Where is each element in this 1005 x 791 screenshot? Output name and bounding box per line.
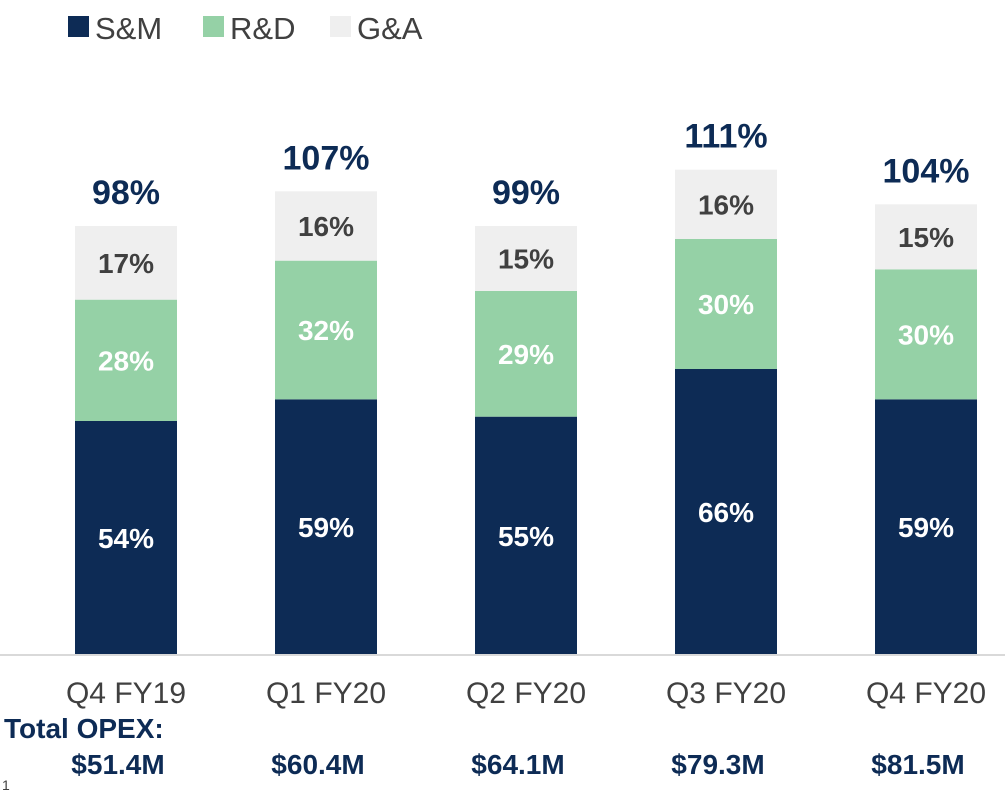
- total-label-4: 111%: [684, 118, 767, 156]
- x-tick-label: Q4 FY19: [66, 677, 186, 710]
- bars: 54% 28% 17% 98% 59% 32% 16% 107% 55% 29% 15% 99% 66%…: [75, 118, 977, 655]
- bar-s-m-1: [75, 421, 177, 655]
- data-label-g-a-1: 17%: [98, 248, 154, 279]
- data-label-g-a-4: 16%: [698, 189, 754, 220]
- total-opex-value-1: $51.4M: [71, 749, 164, 780]
- legend-swatch-s-m: [68, 16, 89, 37]
- x-tick-label: Q2 FY20: [466, 677, 586, 710]
- total-label-1: 98%: [92, 174, 160, 212]
- x-tick-label: Q1 FY20: [266, 677, 386, 710]
- data-label-s-m-4: 66%: [698, 497, 754, 528]
- total-opex-value-4: $79.3M: [671, 749, 764, 780]
- data-label-g-a-2: 16%: [298, 211, 354, 242]
- total-opex-value-5: $81.5M: [871, 749, 964, 780]
- bar-r-d-1: [75, 299, 177, 421]
- x-tick-label: Q4 FY20: [866, 677, 986, 710]
- bar-s-m-5: [875, 399, 977, 655]
- total-label-2: 107%: [283, 139, 370, 177]
- total-opex-title: Total OPEX:: [4, 713, 164, 744]
- legend-swatch-g-a: [330, 16, 351, 37]
- data-label-s-m-3: 55%: [498, 521, 554, 552]
- chart-legend: S&M R&D G&A: [68, 11, 423, 46]
- data-label-r-d-4: 30%: [698, 289, 754, 320]
- data-label-s-m-5: 59%: [898, 512, 954, 543]
- data-label-s-m-1: 54%: [98, 523, 154, 554]
- bar-g-a-4: [675, 169, 777, 239]
- bar-g-a-3: [475, 226, 577, 291]
- data-label-s-m-2: 59%: [298, 512, 354, 543]
- bar-r-d-3: [475, 291, 577, 417]
- total-opex-values: $51.4M $60.4M $64.1M $79.3M $81.5M: [71, 749, 964, 780]
- bar-r-d-2: [275, 260, 377, 400]
- data-label-r-d-2: 32%: [298, 315, 354, 346]
- bar-s-m-3: [475, 416, 577, 655]
- bar-r-d-4: [675, 239, 777, 369]
- bar-g-a-5: [875, 204, 977, 270]
- legend-swatch-r-d: [203, 16, 224, 37]
- data-label-r-d-1: 28%: [98, 345, 154, 376]
- legend-label-s-m: S&M: [95, 11, 162, 46]
- bar-s-m-2: [275, 399, 377, 655]
- data-label-g-a-3: 15%: [498, 244, 554, 275]
- total-opex-value-3: $64.1M: [471, 749, 564, 780]
- bar-g-a-1: [75, 226, 177, 300]
- data-label-r-d-5: 30%: [898, 319, 954, 350]
- data-label-r-d-3: 29%: [498, 339, 554, 370]
- data-label-g-a-5: 15%: [898, 222, 954, 253]
- bar-s-m-4: [675, 369, 777, 655]
- x-tick-label: Q3 FY20: [666, 677, 786, 710]
- total-opex-value-2: $60.4M: [271, 749, 364, 780]
- bar-r-d-5: [875, 269, 977, 400]
- x-axis-ticks: Q4 FY19 Q1 FY20 Q2 FY20 Q3 FY20 Q4 FY20: [66, 677, 986, 710]
- legend-label-r-d: R&D: [230, 11, 295, 46]
- legend-label-g-a: G&A: [357, 11, 423, 46]
- total-label-3: 99%: [492, 174, 560, 212]
- total-label-5: 104%: [883, 152, 970, 190]
- footnote: 1: [2, 777, 10, 791]
- bar-g-a-2: [275, 191, 377, 261]
